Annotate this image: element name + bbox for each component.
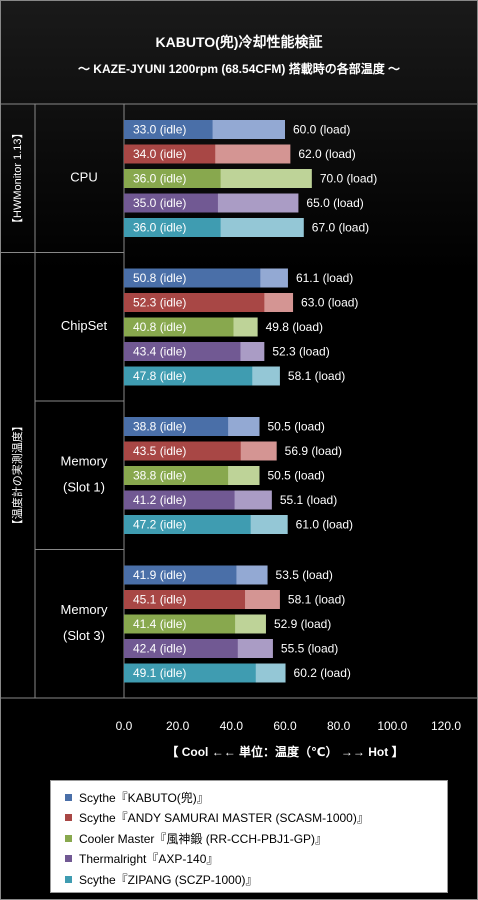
data-label-load: 50.5 (load) <box>268 469 325 483</box>
bar-idle <box>124 342 241 361</box>
data-label-load: 52.3 (load) <box>272 345 329 359</box>
bar-idle <box>124 441 241 461</box>
data-label-load: 53.5 (load) <box>276 568 333 582</box>
x-tick-label: 80.0 <box>327 719 351 733</box>
data-label-load: 63.0 (load) <box>301 296 358 310</box>
data-label-load: 60.2 (load) <box>294 666 351 680</box>
legend-swatch <box>65 834 72 842</box>
data-label-idle: 41.9 (idle) <box>133 568 186 582</box>
bar-idle <box>124 144 216 164</box>
bar-idle <box>124 293 265 312</box>
bar-idle <box>124 466 229 485</box>
legend-item: Scythe『KABUTO(兜)』 <box>65 787 209 807</box>
bar-idle <box>124 120 213 139</box>
data-label-idle: 52.3 (idle) <box>133 296 186 310</box>
legend: Scythe『KABUTO(兜)』 Scythe『ANDY SAMURAI MAS… <box>50 780 448 893</box>
data-label-idle: 34.0 (idle) <box>133 147 186 161</box>
data-label-idle: 42.4 (idle) <box>133 642 186 656</box>
legend-label: Cooler Master『風神鍛 (RR-CCH-PBJ1-GP)』 <box>79 831 328 846</box>
x-tick-label: 20.0 <box>166 719 190 733</box>
x-tick-label: 120.0 <box>431 719 461 733</box>
data-label-load: 50.5 (load) <box>268 420 325 434</box>
data-label-idle: 43.4 (idle) <box>133 345 186 359</box>
x-tick-label: 40.0 <box>220 719 244 733</box>
bar-idle <box>124 614 236 634</box>
legend-swatch <box>65 855 72 862</box>
bar-idle <box>124 268 261 288</box>
data-label-load: 52.9 (load) <box>274 617 331 631</box>
category-label: (Slot 3) <box>63 628 105 643</box>
bar-idle <box>124 366 253 386</box>
data-label-load: 58.1 (load) <box>288 369 345 383</box>
data-label-load: 49.8 (load) <box>266 320 323 334</box>
data-label-load: 67.0 (load) <box>312 221 369 235</box>
data-label-load: 55.1 (load) <box>280 493 337 507</box>
legend-label: Scythe『ANDY SAMURAI MASTER (SCASM-1000)』 <box>79 811 369 825</box>
legend-swatch <box>65 875 72 883</box>
chart-subtitle: ～ KAZE-JYUNI 1200rpm (68.54CFM) 搭載時の各部温度… <box>77 62 401 76</box>
data-label-idle: 38.8 (idle) <box>133 469 186 483</box>
category-label: Memory <box>61 602 108 617</box>
data-label-load: 55.5 (load) <box>281 642 338 656</box>
data-label-idle: 35.0 (idle) <box>133 196 186 210</box>
bar-idle <box>124 417 229 436</box>
data-label-idle: 33.0 (idle) <box>133 123 186 137</box>
category-label: Memory <box>61 454 108 469</box>
bar-idle <box>124 317 234 337</box>
legend-swatch <box>65 814 72 821</box>
legend-item: Thermalright『AXP-140』 <box>65 849 218 869</box>
legend-label: Thermalright『AXP-140』 <box>79 852 219 866</box>
legend-item: Scythe『ZIPANG (SCZP-1000)』 <box>65 869 258 889</box>
bar-idle <box>124 218 221 237</box>
bar-idle <box>124 663 256 683</box>
data-label-idle: 36.0 (idle) <box>133 172 186 186</box>
data-label-idle: 36.0 (idle) <box>133 221 186 235</box>
x-axis-label: 【 Cool ←← 単位：温度（℃） →→ Hot 】 <box>166 744 403 759</box>
legend-label: Scythe『ZIPANG (SCZP-1000)』 <box>79 872 258 887</box>
bar-idle <box>124 515 251 534</box>
x-tick-label: 60.0 <box>273 719 297 733</box>
legend-label: Scythe『KABUTO(兜)』 <box>79 790 209 805</box>
bar-idle <box>124 490 235 510</box>
bar-idle <box>124 169 221 188</box>
category-label: ChipSet <box>61 318 108 333</box>
data-label-idle: 47.8 (idle) <box>133 369 186 383</box>
data-label-idle: 49.1 (idle) <box>133 666 186 680</box>
data-label-load: 61.0 (load) <box>296 518 353 532</box>
x-tick-label: 0.0 <box>116 719 133 733</box>
data-label-idle: 47.2 (idle) <box>133 518 186 532</box>
category-label: CPU <box>70 170 97 185</box>
data-label-load: 60.0 (load) <box>293 123 350 137</box>
data-label-idle: 50.8 (idle) <box>133 271 186 285</box>
data-label-idle: 41.4 (idle) <box>133 617 186 631</box>
legend-item: Scythe『ANDY SAMURAI MASTER (SCASM-1000)』 <box>65 808 369 828</box>
data-label-load: 62.0 (load) <box>298 147 355 161</box>
side-label: 【温度計の実測温度】 <box>10 420 24 530</box>
data-label-load: 56.9 (load) <box>285 444 342 458</box>
data-label-load: 65.0 (load) <box>306 196 363 210</box>
x-tick-label: 100.0 <box>377 719 407 733</box>
bar-idle <box>124 565 237 585</box>
bar-idle <box>124 590 246 609</box>
data-label-load: 58.1 (load) <box>288 593 345 607</box>
legend-swatch <box>65 793 72 801</box>
category-label: (Slot 1) <box>63 480 105 495</box>
legend-item: Cooler Master『風神鍛 (RR-CCH-PBJ1-GP)』 <box>65 828 327 848</box>
data-label-idle: 40.8 (idle) <box>133 320 186 334</box>
bar-idle <box>124 639 238 658</box>
side-label: 【HWMonitor 1.13】 <box>11 128 24 229</box>
data-label-load: 61.1 (load) <box>296 271 353 285</box>
data-label-idle: 38.8 (idle) <box>133 420 186 434</box>
data-label-load: 70.0 (load) <box>320 172 377 186</box>
data-label-idle: 45.1 (idle) <box>133 593 186 607</box>
data-label-idle: 41.2 (idle) <box>133 493 186 507</box>
chart-title: KABUTO(兜)冷却性能検証 <box>155 34 323 50</box>
bar-idle <box>124 193 218 213</box>
data-label-idle: 43.5 (idle) <box>133 444 186 458</box>
